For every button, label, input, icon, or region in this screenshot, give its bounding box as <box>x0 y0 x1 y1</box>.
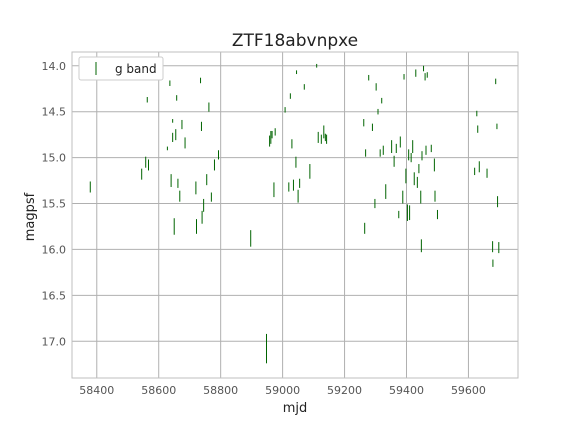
y-tick-label: 17.0 <box>42 335 67 348</box>
y-axis-label: magpsf <box>23 192 38 241</box>
y-tick-label: 16.5 <box>42 289 67 302</box>
x-tick-label: 58400 <box>79 384 114 397</box>
y-tick-label: 14.5 <box>42 106 67 119</box>
x-tick-label: 59600 <box>451 384 486 397</box>
data-points <box>89 63 500 364</box>
x-tick-label: 59400 <box>389 384 424 397</box>
x-tick-label: 59200 <box>327 384 362 397</box>
legend-box <box>78 56 164 81</box>
x-tick-label: 58800 <box>203 384 238 397</box>
x-tick-label: 59000 <box>265 384 300 397</box>
legend-label: g band <box>115 62 157 76</box>
plot-area <box>71 51 519 379</box>
x-tick-label: 58600 <box>141 384 176 397</box>
y-tick-label: 16.0 <box>42 243 67 256</box>
axis-ticks: 58400 58600 58800 59000 59200 59400 59600 14.0 1… <box>42 60 486 397</box>
y-tick-label: 15.0 <box>42 152 67 165</box>
chart-title: ZTF18abvnpxe <box>232 31 358 51</box>
y-tick-label: 15.5 <box>42 198 67 211</box>
legend: g band <box>78 56 164 81</box>
y-tick-label: 14.0 <box>42 60 67 73</box>
x-axis-label: mjd <box>283 401 308 416</box>
